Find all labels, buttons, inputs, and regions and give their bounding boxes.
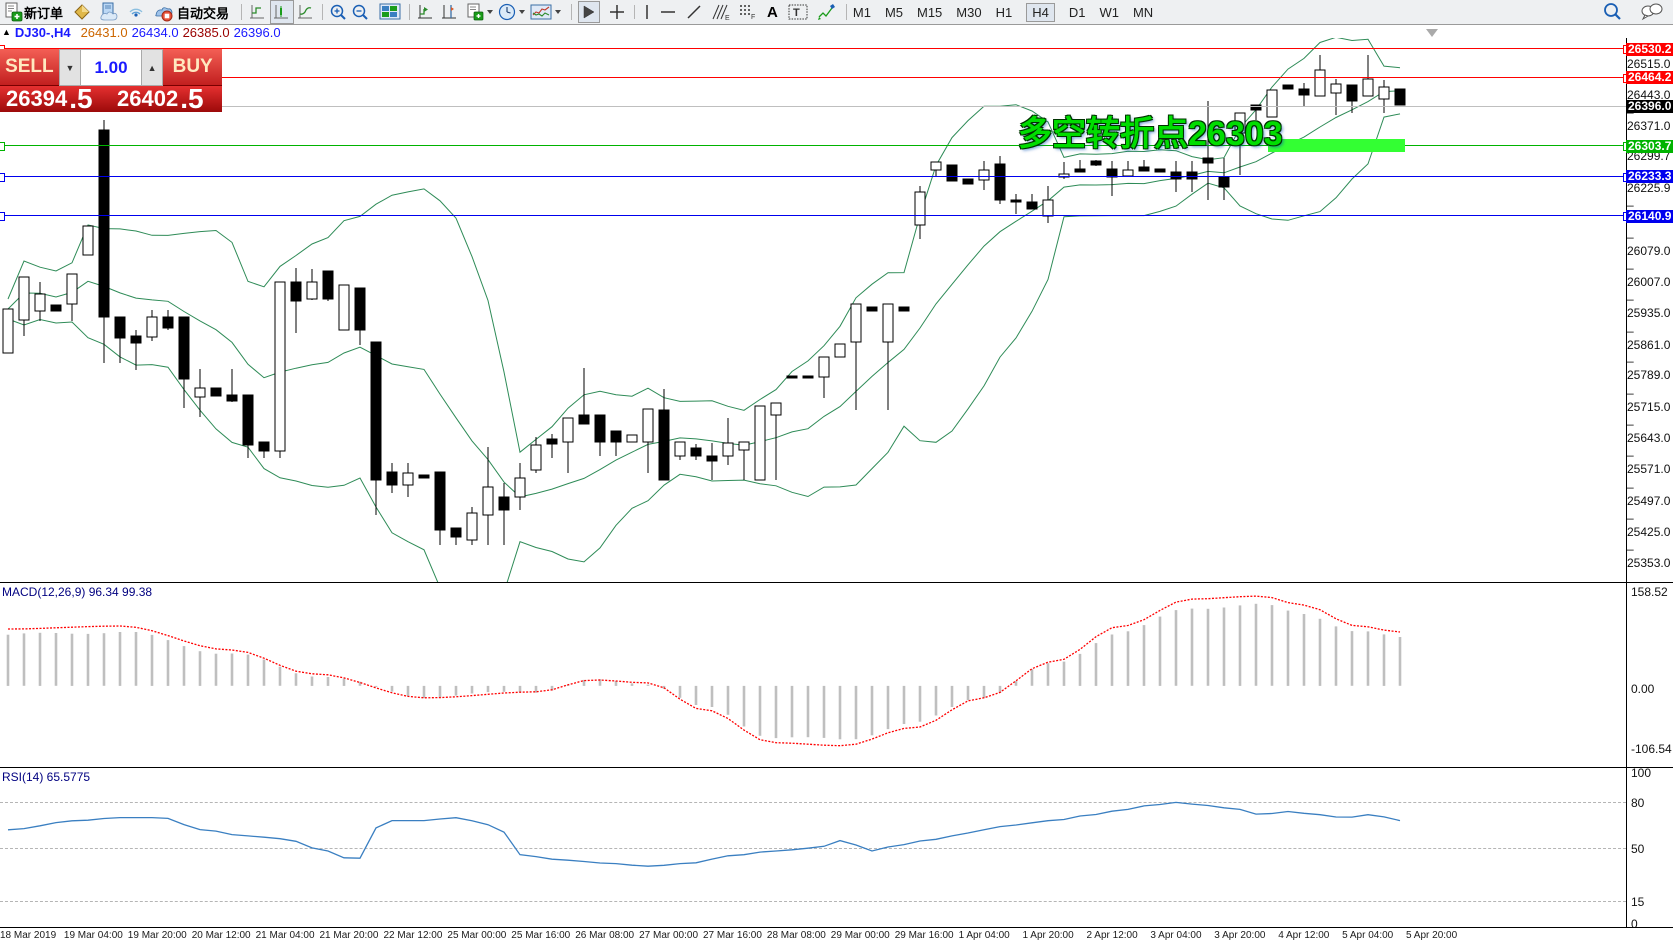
svg-text:T: T [793,7,800,19]
svg-text:F: F [751,14,755,20]
svg-text:E: E [725,15,730,21]
